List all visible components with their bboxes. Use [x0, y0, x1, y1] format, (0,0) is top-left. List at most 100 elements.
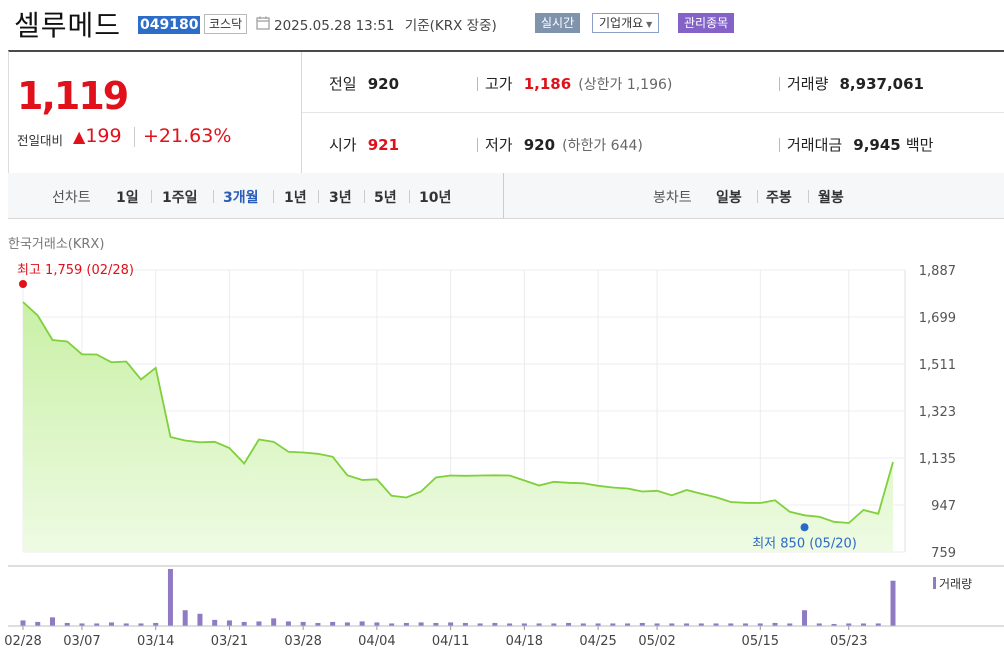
day-low: 저가 920 (하한가 644)	[485, 134, 643, 155]
volume-bar	[241, 621, 247, 626]
lower-limit-label: 하한가	[567, 138, 607, 154]
y-tick-label: 1,323	[919, 405, 956, 420]
volume-bar	[448, 622, 454, 626]
tab-1d[interactable]: 1일	[116, 190, 139, 206]
volume-bar	[94, 623, 100, 626]
volume-bar	[330, 621, 336, 626]
volume-bar	[344, 622, 350, 626]
x-tick-label: 03/07	[63, 634, 100, 649]
tab-divider	[151, 190, 152, 203]
volume-bar	[300, 621, 306, 626]
volume-bar	[182, 610, 188, 626]
market-badge: 코스닥	[204, 14, 248, 34]
change-divider	[134, 127, 135, 147]
tab-10y[interactable]: 10년	[419, 190, 452, 206]
volume-bar	[713, 623, 719, 626]
volume-bar	[315, 622, 321, 626]
price-chart[interactable]: 1,887 1,699 1,511 1,323 1,135 947 759 최고 1,759…	[0, 255, 1004, 664]
volume-bar	[64, 622, 70, 626]
current-price-box: 1,119 전일대비 ▲199 +21.63%	[9, 52, 302, 174]
volume-bar	[433, 622, 439, 626]
volume-bar	[698, 623, 704, 626]
volume-legend-label: 거래량	[939, 577, 972, 591]
tab-1y[interactable]: 1년	[284, 190, 307, 206]
current-price: 1,119	[17, 74, 129, 118]
volume: 거래량 8,937,061	[787, 73, 924, 94]
change-amount: ▲199	[73, 125, 122, 147]
volume-bar	[728, 623, 734, 626]
line-chart-label: 선차트	[52, 190, 91, 206]
volume-label: 거래량	[787, 75, 829, 93]
price-area	[23, 302, 893, 552]
cell-divider	[477, 77, 478, 91]
volume-bar	[167, 569, 173, 626]
cell-divider	[477, 138, 478, 152]
summary-row-divider	[302, 112, 1004, 113]
tab-group-divider	[503, 173, 504, 218]
volume-bars	[20, 569, 896, 626]
volume-bar	[403, 622, 409, 626]
cell-divider	[779, 138, 780, 152]
upper-limit-label: 상한가	[583, 77, 623, 93]
tab-5y[interactable]: 5년	[374, 190, 397, 206]
x-tick-label: 05/23	[830, 634, 867, 649]
tab-divider	[757, 190, 758, 203]
open-price: 시가 921	[329, 134, 399, 155]
lower-limit-value: 644	[610, 138, 638, 154]
chevron-down-icon: ▼	[646, 20, 653, 29]
quote-datetime: 2025.05.28 13:51 기준(KRX 장중)	[274, 14, 497, 34]
prev-close-label: 전일	[329, 75, 357, 93]
day-high: 고가 1,186 (상한가 1,196)	[485, 73, 672, 94]
day-low-label: 저가	[485, 136, 513, 154]
volume-bar	[462, 622, 468, 626]
up-arrow-icon: ▲	[73, 127, 86, 146]
volume-bar	[359, 621, 365, 626]
volume-bar	[669, 623, 675, 626]
volume-bar	[639, 622, 645, 626]
x-tick-label: 05/02	[638, 634, 675, 649]
volume-bar	[595, 623, 601, 626]
managed-stock-badge[interactable]: 관리종목	[678, 13, 735, 33]
volume-value: 8,937,061	[839, 75, 924, 93]
tab-daily-candle[interactable]: 일봉	[716, 190, 742, 206]
company-overview-label: 기업개요	[599, 16, 644, 30]
volume-bar	[772, 622, 778, 626]
company-overview-dropdown[interactable]: 기업개요 ▼	[592, 13, 660, 33]
tab-weekly-candle[interactable]: 주봉	[766, 190, 792, 206]
tab-monthly-candle[interactable]: 월봉	[818, 190, 844, 206]
volume-bar	[138, 623, 144, 626]
change-label: 전일대비	[17, 133, 64, 148]
volume-bar	[816, 623, 822, 626]
chart-period-tabs: 선차트 1일 1주일 3개월 1년 3년 5년 10년 봉차트 일봉 주봉 월봉	[8, 173, 1004, 219]
x-tick-label: 03/28	[284, 634, 321, 649]
prev-close-value: 920	[367, 75, 400, 93]
x-tick-label: 05/15	[742, 634, 779, 649]
x-tick-label: 03/21	[211, 634, 248, 649]
volume-bar	[374, 622, 380, 626]
candle-chart-label: 봉차트	[653, 190, 692, 206]
tab-1w[interactable]: 1주일	[162, 190, 198, 206]
volume-bar	[802, 610, 808, 626]
data-source-label: 한국거래소(KRX)	[8, 237, 105, 252]
tab-divider	[213, 190, 214, 203]
y-tick-label: 947	[931, 499, 956, 514]
volume-bar	[20, 620, 26, 626]
volume-bar	[197, 613, 203, 626]
chart-annotations: 최고 1,759 (02/28) 최저 850 (05/20)	[17, 263, 857, 551]
realtime-button[interactable]: 실시간	[535, 13, 581, 33]
volume-bar	[521, 623, 527, 626]
high-marker	[19, 280, 27, 288]
volume-bar	[580, 623, 586, 626]
change-amount-value: 199	[85, 125, 122, 147]
upper-limit-value: 1,196	[626, 77, 667, 93]
x-tick-label: 02/28	[4, 634, 41, 649]
tab-3y[interactable]: 3년	[329, 190, 352, 206]
tab-3m[interactable]: 3개월	[223, 190, 259, 206]
stock-code[interactable]: 049180	[138, 16, 201, 34]
cell-divider	[779, 77, 780, 91]
volume-bar	[477, 623, 483, 626]
quote-summary: 1,119 전일대비 ▲199 +21.63% 전일 920 고가 1,186 …	[8, 50, 1004, 175]
volume-bar	[787, 623, 793, 626]
volume-bar	[654, 623, 660, 626]
quote-time: 2025.05.28 13:51	[274, 18, 395, 34]
